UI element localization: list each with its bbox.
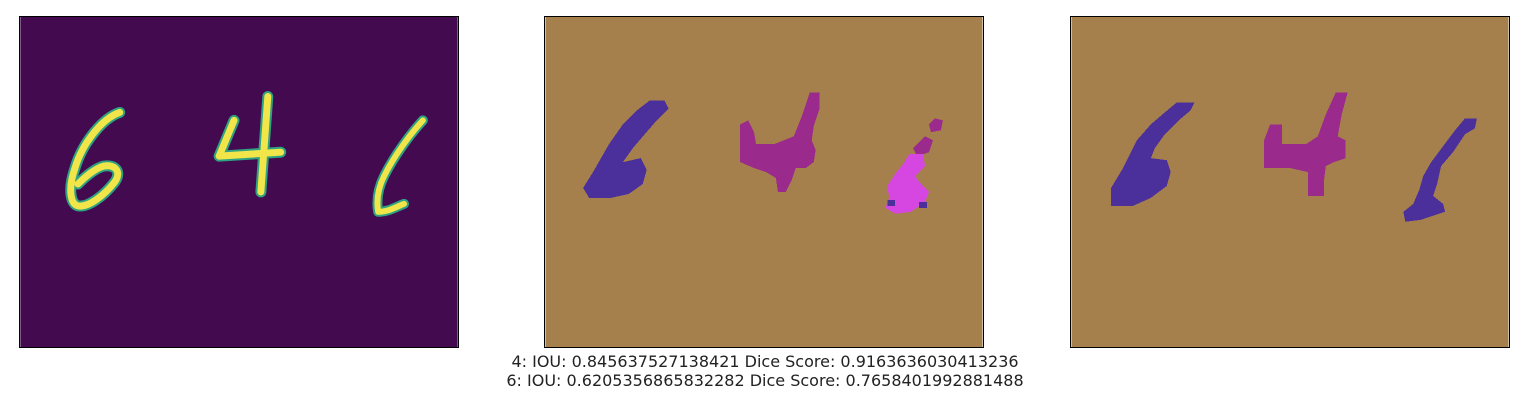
ground-truth-digit-6 [1111, 102, 1195, 206]
ground-truth-mask-panel [1070, 16, 1510, 348]
ground-truth-digit-1 [1403, 118, 1477, 222]
metrics-caption: 4: IOU: 0.845637527138421 Dice Score: 0.… [0, 352, 1530, 390]
predicted-digit-4 [740, 92, 820, 192]
input-image-panel [19, 16, 459, 348]
digit-4-stroke [213, 91, 287, 198]
predicted-mask-panel [544, 16, 984, 348]
predicted-digit-1 [885, 118, 943, 214]
predicted-digit-6 [583, 100, 669, 198]
digit-1-stroke [372, 115, 428, 217]
input-image [20, 17, 458, 347]
digit-6-stroke [65, 106, 126, 212]
predicted-mask [545, 17, 983, 347]
ground-truth-mask [1071, 17, 1509, 347]
ground-truth-digit-4 [1264, 92, 1348, 196]
metric-line-digit-6: 6: IOU: 0.6205356865832282 Dice Score: 0… [506, 371, 1024, 390]
metric-line-digit-4: 4: IOU: 0.845637527138421 Dice Score: 0.… [511, 352, 1019, 371]
